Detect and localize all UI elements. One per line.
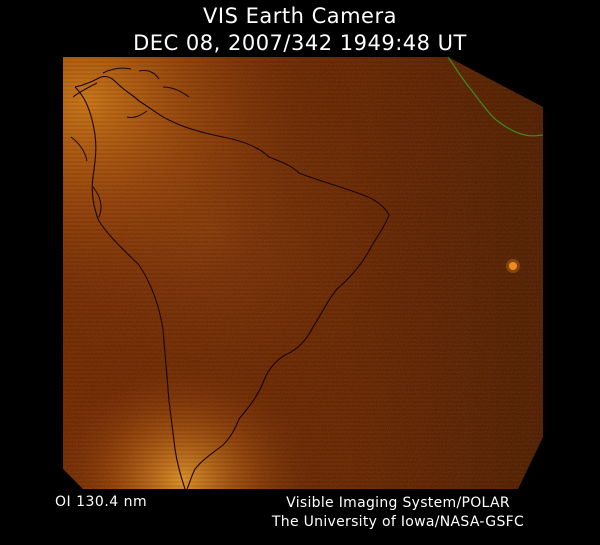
- capture-timestamp: DEC 08, 2007/342 1949:48 UT: [133, 31, 467, 55]
- image-content: [63, 57, 543, 489]
- terminator-line: [447, 57, 543, 137]
- title-block: VIS Earth Camera DEC 08, 2007/342 1949:4…: [0, 3, 600, 57]
- caribbean-coastline: [70, 67, 190, 218]
- earth-image-svg: [63, 57, 543, 489]
- credits-block: Visible Imaging System/POLAR The Univers…: [248, 494, 548, 532]
- wavelength-label: OI 130.4 nm: [55, 494, 148, 510]
- instrument-label: Visible Imaging System/POLAR: [286, 495, 510, 511]
- earth-image: [63, 57, 543, 489]
- south-america-coastline: [74, 75, 390, 489]
- bright-spot: [509, 262, 517, 270]
- camera-title: VIS Earth Camera: [203, 4, 397, 28]
- credit-label: The University of Iowa/NASA-GSFC: [271, 514, 525, 530]
